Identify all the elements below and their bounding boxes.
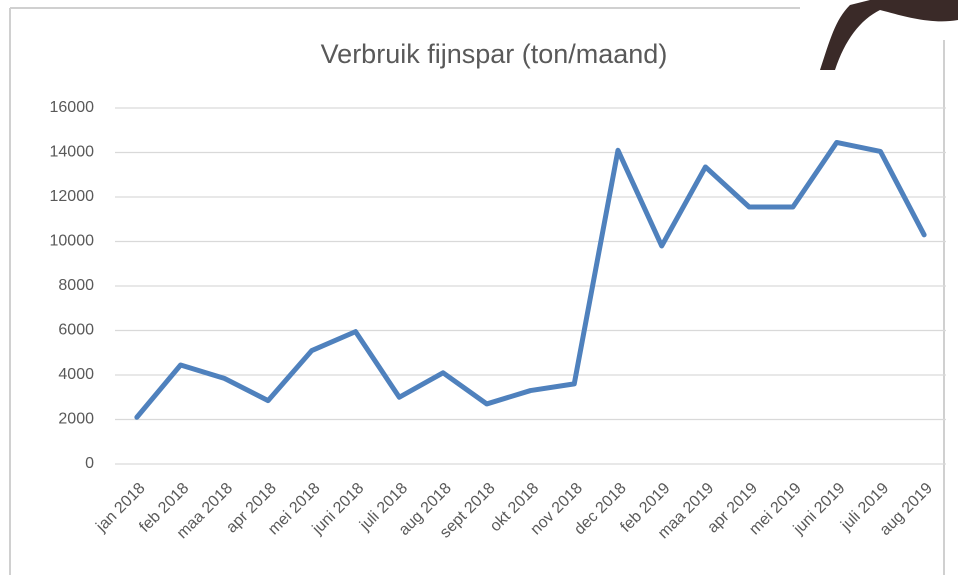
- chart-title: Verbruik fijnspar (ton/maand): [321, 39, 668, 69]
- y-tick-label: 10000: [50, 233, 95, 250]
- y-tick-label: 16000: [50, 99, 95, 116]
- chart: Verbruik fijnspar (ton/maand) 0 2000 4000 6…: [0, 0, 958, 581]
- y-tick-label: 4000: [58, 366, 94, 383]
- y-tick-label: 0: [85, 455, 94, 472]
- y-tick-label: 2000: [58, 411, 94, 428]
- y-tick-label: 6000: [58, 322, 94, 339]
- page: {"chart_data": {"type": "line", "title":…: [0, 0, 958, 581]
- y-tick-label: 8000: [58, 277, 94, 294]
- y-tick-label: 14000: [50, 144, 95, 161]
- y-tick-label: 12000: [50, 188, 95, 205]
